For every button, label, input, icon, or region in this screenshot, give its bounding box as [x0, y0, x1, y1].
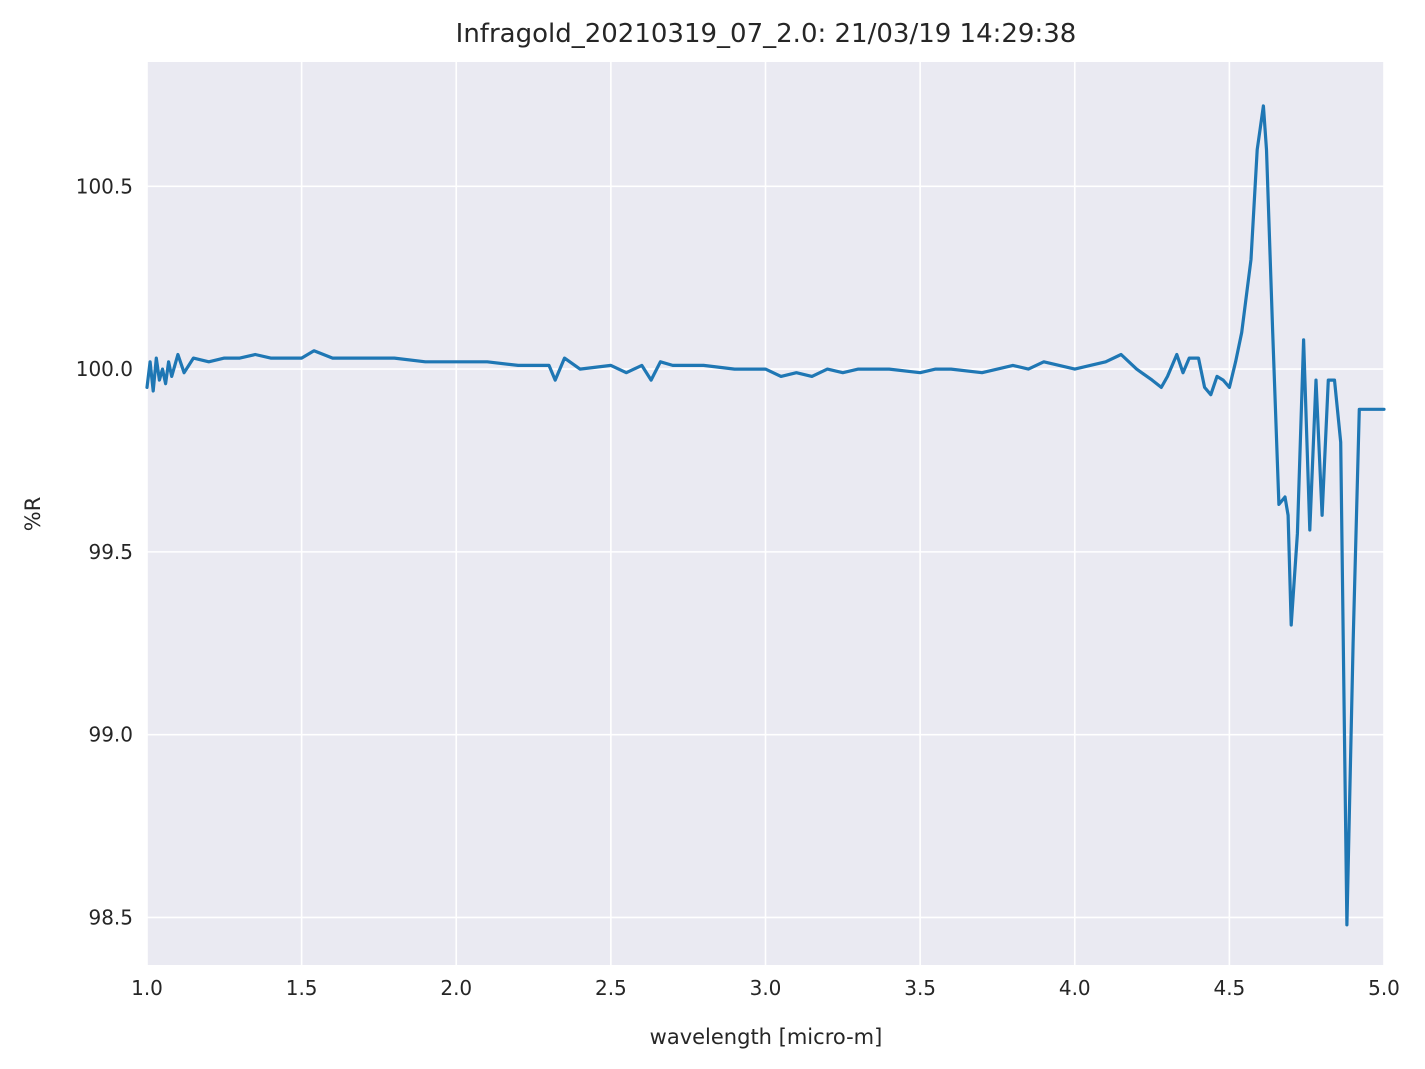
x-tick-label: 5.0	[1368, 976, 1400, 1000]
y-tick-labels: 98.5 99.0 99.5 100.0 100.5	[76, 174, 133, 929]
x-tick-label: 1.5	[286, 976, 318, 1000]
y-tick-label: 100.0	[76, 357, 133, 381]
y-tick-label: 99.5	[88, 540, 133, 564]
series-line	[145, 104, 1386, 927]
x-tick-label: 3.5	[904, 976, 936, 1000]
x-axis-label: wavelength [micro-m]	[650, 1025, 883, 1049]
x-tick-labels: 1.0 1.5 2.0 2.5 3.0 3.5 4.0 4.5 5.0	[131, 976, 1400, 1000]
x-tick-label: 1.0	[131, 976, 163, 1000]
y-tick-label: 99.0	[88, 723, 133, 747]
y-tick-label: 100.5	[76, 174, 133, 198]
x-tick-label: 4.5	[1213, 976, 1245, 1000]
x-tick-label: 4.0	[1059, 976, 1091, 1000]
grid	[146, 62, 1385, 965]
x-tick-label: 3.0	[750, 976, 782, 1000]
chart-title: Infragold_20210319_07_2.0: 21/03/19 14:2…	[456, 19, 1077, 49]
y-axis-label: %R	[21, 497, 45, 532]
x-tick-label: 2.5	[595, 976, 627, 1000]
y-tick-label: 98.5	[88, 905, 133, 929]
x-tick-label: 2.0	[440, 976, 472, 1000]
